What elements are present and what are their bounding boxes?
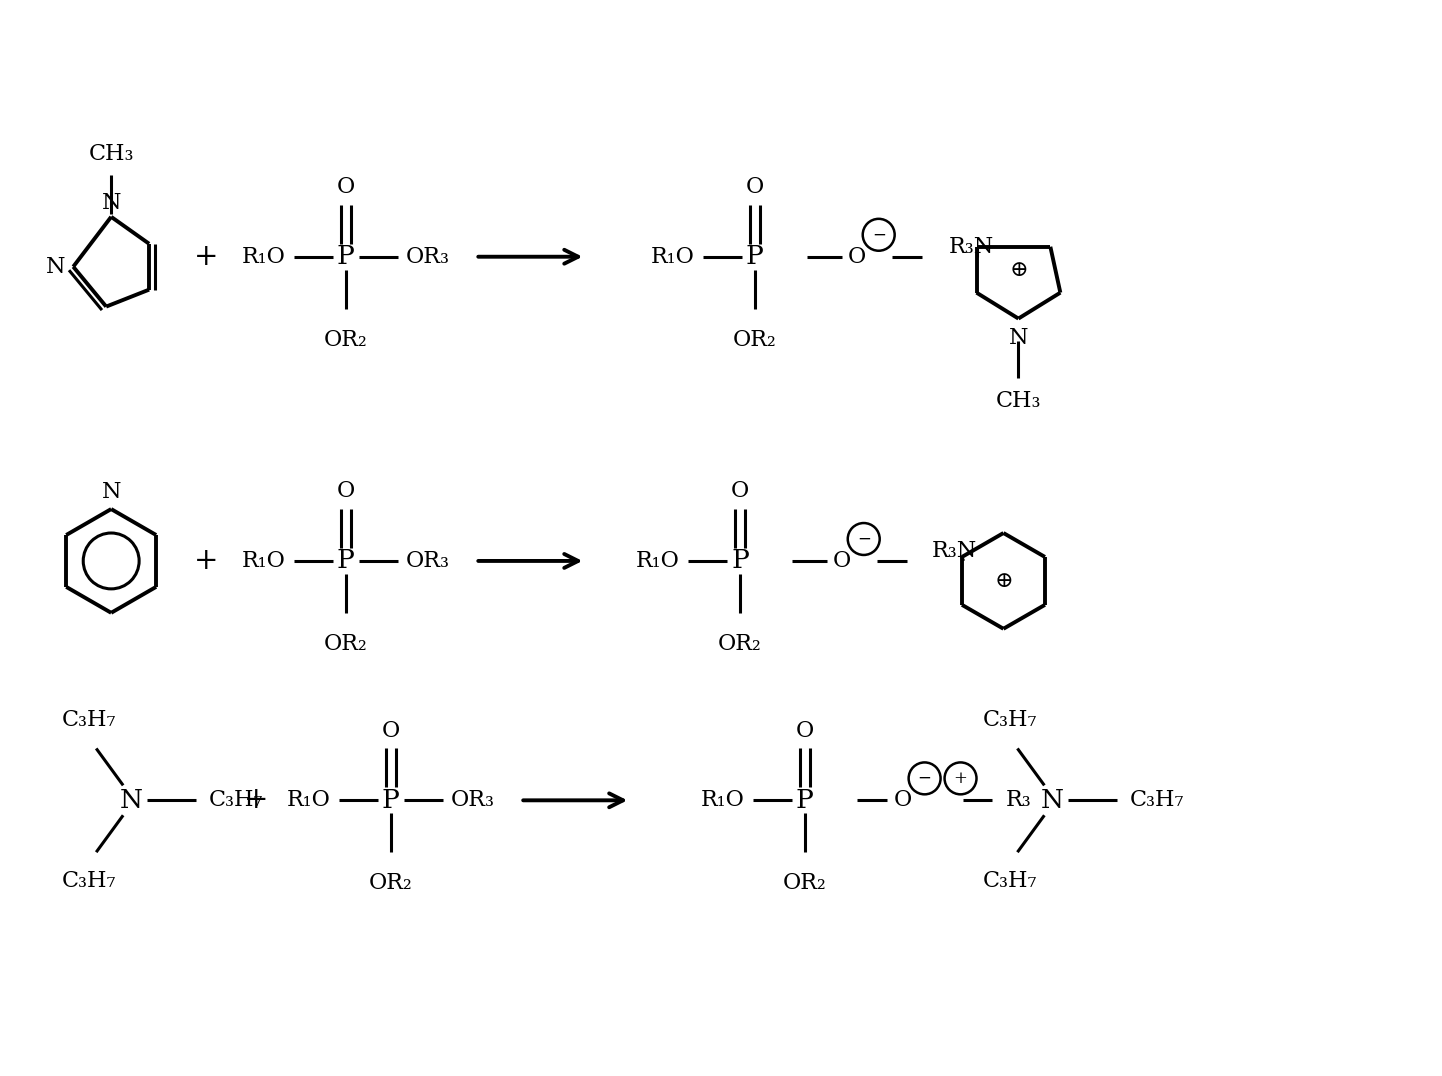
Text: OR₂: OR₂ <box>324 328 368 351</box>
Text: R₁O: R₁O <box>242 550 286 572</box>
Text: O: O <box>894 790 911 811</box>
Text: C₃H₇: C₃H₇ <box>62 708 117 731</box>
Text: R₃N: R₃N <box>932 540 976 562</box>
Text: R₁O: R₁O <box>701 790 746 811</box>
Text: R₃: R₃ <box>1005 790 1031 811</box>
Text: OR₃: OR₃ <box>405 550 450 572</box>
Text: OR₂: OR₂ <box>783 873 826 894</box>
Text: R₁O: R₁O <box>242 245 286 268</box>
Text: O: O <box>382 720 399 741</box>
Text: O: O <box>731 480 748 502</box>
Text: C₃H₇: C₃H₇ <box>62 870 117 892</box>
Text: OR₂: OR₂ <box>369 873 412 894</box>
Text: R₁O: R₁O <box>652 245 695 268</box>
Text: −: − <box>917 769 932 787</box>
Text: +: + <box>244 787 268 815</box>
Text: +: + <box>953 769 968 787</box>
Text: P: P <box>731 549 748 574</box>
Text: P: P <box>337 244 355 269</box>
Text: OR₃: OR₃ <box>405 245 450 268</box>
Text: N: N <box>46 256 65 278</box>
Text: ⊕: ⊕ <box>1009 258 1028 281</box>
Text: C₃H₇: C₃H₇ <box>209 790 264 811</box>
Text: +: + <box>193 243 218 271</box>
Text: P: P <box>337 549 355 574</box>
Text: OR₂: OR₂ <box>324 633 368 655</box>
Text: O: O <box>848 245 865 268</box>
Text: C₃H₇: C₃H₇ <box>983 708 1038 731</box>
Text: O: O <box>832 550 851 572</box>
Text: −: − <box>872 226 885 243</box>
Text: C₃H₇: C₃H₇ <box>1131 790 1185 811</box>
Text: OR₂: OR₂ <box>733 328 777 351</box>
Text: OR₃: OR₃ <box>450 790 495 811</box>
Text: N: N <box>101 481 121 504</box>
Text: O: O <box>336 480 355 502</box>
Text: O: O <box>336 175 355 198</box>
Text: R₁O: R₁O <box>287 790 330 811</box>
Text: R₃N: R₃N <box>949 236 994 258</box>
Text: P: P <box>746 244 764 269</box>
Text: O: O <box>746 175 764 198</box>
Text: OR₂: OR₂ <box>718 633 761 655</box>
Text: N: N <box>1041 788 1064 812</box>
Text: P: P <box>796 788 813 812</box>
Text: N: N <box>101 192 121 214</box>
Text: ⊕: ⊕ <box>994 570 1012 592</box>
Text: N: N <box>1008 326 1028 349</box>
Text: C₃H₇: C₃H₇ <box>983 870 1038 892</box>
Text: N: N <box>120 788 143 812</box>
Text: CH₃: CH₃ <box>995 391 1041 412</box>
Text: CH₃: CH₃ <box>88 143 134 165</box>
Text: P: P <box>382 788 399 812</box>
Text: O: O <box>796 720 813 741</box>
Text: +: + <box>193 547 218 575</box>
Text: R₁O: R₁O <box>636 550 681 572</box>
Text: −: − <box>857 530 871 548</box>
